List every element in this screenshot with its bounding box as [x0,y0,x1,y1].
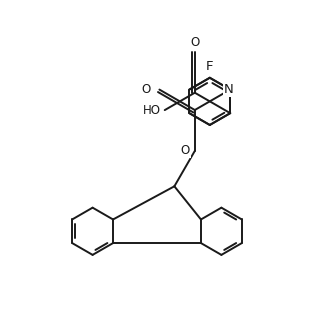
Text: N: N [223,83,233,96]
Text: O: O [141,83,150,96]
Text: HO: HO [143,104,161,117]
Text: O: O [181,145,190,157]
Text: F: F [206,60,214,73]
Text: O: O [190,36,199,49]
